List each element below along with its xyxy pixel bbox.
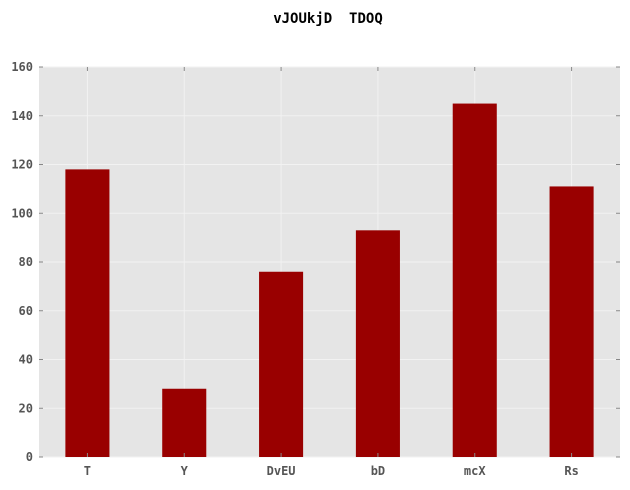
bar-DvEU — [259, 271, 304, 457]
y-tick-label: 20 — [19, 401, 33, 415]
y-tick-label: 140 — [11, 109, 33, 123]
x-axis: T Y DvEU bD mcX Rs — [84, 67, 579, 478]
bar-bD — [355, 230, 400, 457]
bar-Y — [162, 388, 207, 457]
x-tick-label: T — [84, 464, 91, 478]
bar-T — [65, 169, 110, 457]
chart-title: vJOUkjD TDOQ — [273, 11, 383, 27]
x-tick-label: Rs — [564, 464, 578, 478]
y-tick-label: 120 — [11, 158, 33, 172]
y-axis: 0 20 40 60 80 100 120 140 160 — [11, 60, 620, 464]
x-tick-label: Y — [181, 464, 189, 478]
y-tick-label: 40 — [19, 353, 33, 367]
x-tick-label: DvEU — [267, 464, 296, 478]
y-tick-label: 160 — [11, 60, 33, 74]
bar-mcX — [452, 103, 497, 457]
x-tick-label: bD — [371, 464, 385, 478]
y-tick-label: 0 — [26, 450, 33, 464]
bars — [65, 103, 594, 457]
y-tick-label: 80 — [19, 255, 33, 269]
bar-Rs — [549, 186, 594, 457]
y-tick-label: 60 — [19, 304, 33, 318]
x-tick-label: mcX — [464, 464, 486, 478]
y-tick-label: 100 — [11, 206, 33, 220]
